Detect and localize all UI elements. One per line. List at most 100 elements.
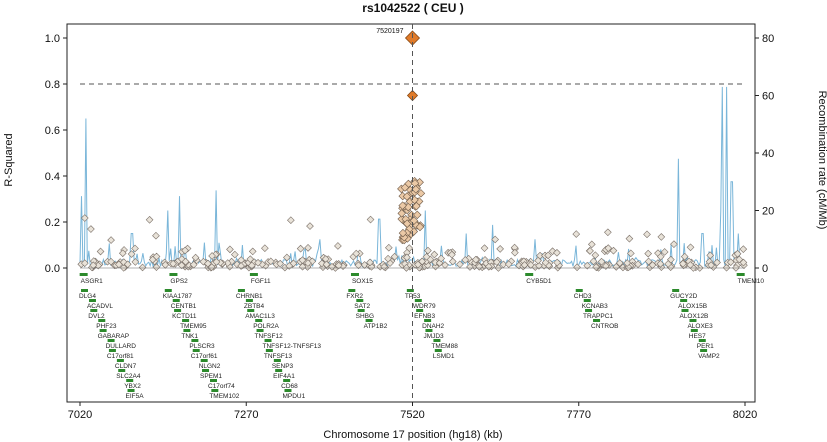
gene-label: SOX15 [352,278,373,285]
snp-point [152,252,161,261]
snp-point [223,259,232,267]
gene-label: FXR2 [346,293,363,300]
snp-point [686,243,695,252]
gene-bar [273,359,281,362]
gene-bar [414,299,422,302]
gene-label: CYB5D1 [526,278,552,285]
x-tick-label: 7270 [234,409,258,421]
snp-point [246,255,255,263]
snp-point [587,240,596,249]
snp-point [390,252,399,261]
snp-point [466,263,474,271]
gene-bar [255,319,263,322]
snp-point [437,254,446,263]
gene-bar [434,349,442,352]
snp-point [656,252,665,261]
snp-point [520,261,529,269]
snp-point [237,262,245,270]
gene-label: ALOX15B [678,303,707,310]
gene-label: POLR2A [253,323,279,330]
gene-label: KCNAB3 [582,303,608,310]
gene-bar [202,369,210,372]
gene-label: KCTD11 [172,313,197,320]
gene-bar [98,319,106,322]
snp-point [261,244,269,253]
snp-point [733,249,742,258]
snp-point [145,215,154,224]
snp-point [276,259,285,268]
gene-bar [672,289,680,292]
gene-label: GPS2 [170,278,188,285]
snp-point [287,216,295,225]
gene-bar [365,319,373,322]
gene-bar [425,329,433,332]
gene-label: TRAPPC1 [583,313,613,320]
y2-tick-label: 60 [762,91,774,103]
gene-bar [284,389,292,392]
gene-bar [211,389,219,392]
lead-snp-label: 7520197 [376,28,403,35]
snp-point [634,260,642,269]
snp-point [597,257,606,266]
snp-point [461,256,470,264]
gene-label: JMJD3 [423,333,444,340]
snp-point [739,245,748,253]
snp-point [553,258,561,267]
snp-point [435,259,444,267]
snp-point [527,261,535,269]
gene-label: TMEM102 [209,393,239,400]
snp-point [471,255,480,264]
gene-track: ASGR1 GPS2 FGF11 SOX15 CYB5D1 TMEM10 DLG4 ACADV… [79,273,764,400]
plot-frame [66,23,756,403]
snp-point [496,245,504,253]
snp-point [123,260,132,269]
y2-tick-label: 0 [762,263,768,275]
gene-bar [245,299,253,302]
gene-bar [192,349,200,352]
gene-label: VAMP2 [698,353,720,360]
snp-point [448,257,457,266]
gene-bar [183,329,191,332]
gene-bar [126,379,134,382]
snp-point [679,259,687,268]
recombination-rate-line [79,86,745,269]
snp-point [181,257,190,266]
snp-point [385,243,393,252]
recombination-rate-series [79,86,745,269]
gene-label: DVL2 [88,313,105,320]
snp-point [169,259,177,268]
x-tick-label: 8020 [733,409,757,421]
snp-point [583,261,592,270]
gene-bar [356,299,364,302]
x-tick-label: 7520 [400,409,424,421]
snp-point [334,261,343,270]
gene-bar [182,319,190,322]
snp-point [670,240,678,248]
snp-point [298,262,307,271]
snp-point-ld [411,185,421,194]
snp-point [80,214,89,222]
snp-point [448,250,456,259]
snp-point [726,258,735,266]
snp-point [131,258,140,266]
y-tick-label: 0.0 [45,263,60,275]
snp-point [656,260,665,268]
gene-label: PER1 [697,343,714,350]
snp-point [430,250,439,259]
gene-label: TMEM88 [431,343,458,350]
gene-bar [118,369,126,372]
gene-bar [164,289,172,292]
gene-label: EIF4A1 [273,373,295,380]
gene-bar [256,329,264,332]
gene-bar [90,309,98,312]
snp-point [283,253,291,262]
snp-point [152,263,161,272]
snp-point [360,261,369,269]
y-tick-label: 0.6 [45,125,60,137]
snp-point-ld [398,228,408,238]
snp-point [623,259,631,267]
y-tick-label: 1.0 [45,33,60,45]
snp-point [627,249,635,258]
snp-point-ld [415,222,425,232]
